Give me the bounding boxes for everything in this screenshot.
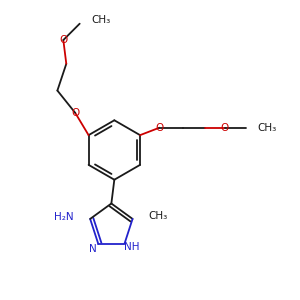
Text: O: O [59,35,68,45]
Text: CH₃: CH₃ [148,211,167,221]
Text: NH: NH [124,242,140,252]
Text: O: O [221,123,229,133]
Text: H₂N: H₂N [54,212,74,222]
Text: O: O [155,123,164,133]
Text: CH₃: CH₃ [91,15,110,25]
Text: CH₃: CH₃ [257,123,276,133]
Text: N: N [89,244,97,254]
Text: O: O [71,108,79,118]
